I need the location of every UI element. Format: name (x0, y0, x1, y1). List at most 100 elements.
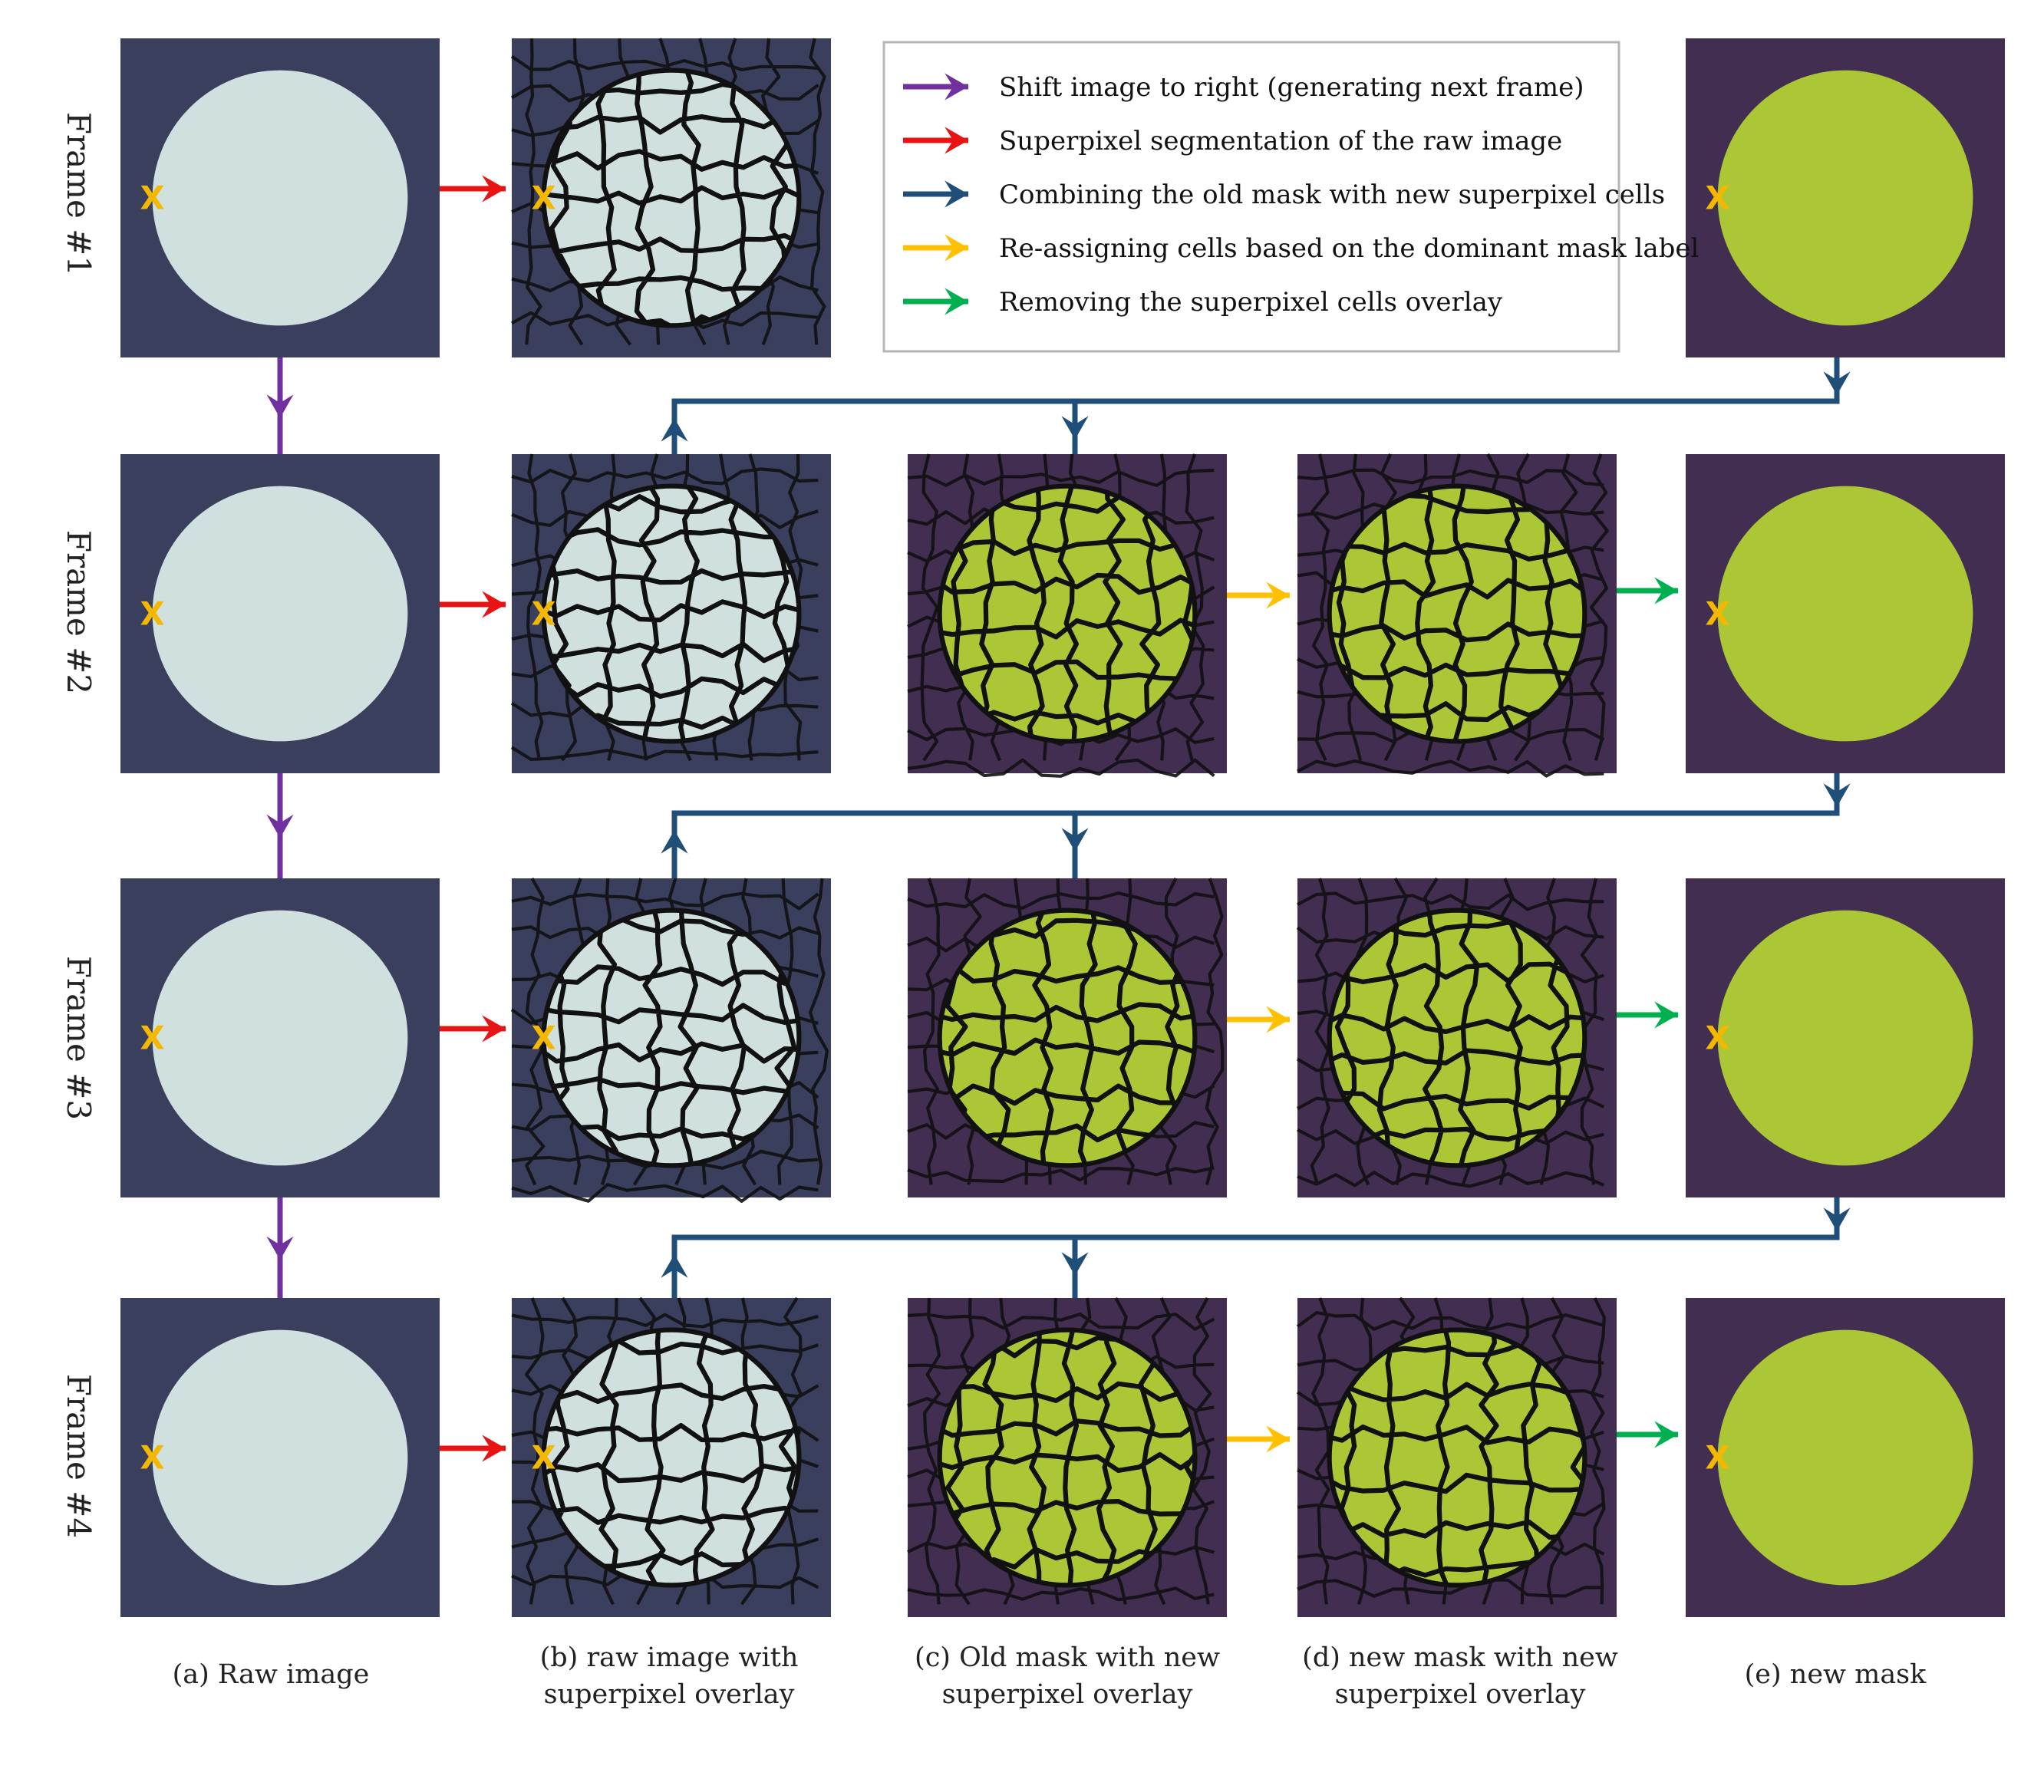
frame2-superpixel-overlay-disc-cells (543, 486, 799, 742)
frame3-raw-image: X (120, 878, 440, 1197)
legend-entry-3: Combining the old mask with new superpix… (903, 180, 1665, 210)
navy-head-up-overlay (661, 1254, 688, 1278)
frame3-old-mask-overlay (907, 878, 1227, 1197)
frame3-new-mask: X (1686, 878, 2005, 1197)
frame4-superpixel-overlay-disc-cells (543, 1329, 799, 1586)
frame2-superpixel-overlay-disc-outline (541, 483, 802, 744)
frame1-superpixel-overlay-disc-outline (541, 68, 802, 328)
purple-arrow-2 (266, 773, 294, 878)
navy-head-down-old-mask (1061, 828, 1089, 852)
frame3-superpixel-overlay: X (510, 877, 831, 1203)
caption-c-line2: superpixel overlay (942, 1679, 1193, 1710)
caption-b-line1: (b) raw image with (540, 1642, 799, 1673)
x-marker: X (140, 595, 165, 633)
green-arrow-frame4-head (1654, 1421, 1678, 1448)
frame4-old-mask-overlay-disc-outline (937, 1327, 1198, 1588)
caption-d-line1: (d) new mask with new (1302, 1642, 1618, 1673)
frame2-superpixel-overlay: X (510, 453, 831, 773)
purple-arrow-1-head (266, 394, 294, 418)
green-arrow-frame3-head (1654, 1001, 1678, 1029)
red-arrow-frame2 (440, 591, 506, 618)
frame1-raw-image: X (120, 38, 440, 357)
frame3-superpixel-overlay-disc-outline (541, 908, 802, 1168)
frame2-raw-image-disc (152, 486, 408, 742)
green-arrow-frame2 (1617, 577, 1678, 604)
x-marker: X (532, 1439, 556, 1477)
frame4-superpixel-overlay: X (511, 1296, 831, 1617)
red-arrow-frame2-head (482, 591, 506, 618)
frame1-raw-image-disc (152, 70, 408, 326)
navy-combine-connector-2 (661, 773, 1851, 878)
navy-combine-connector-1 (661, 357, 1851, 454)
frame4-old-mask-overlay (907, 1297, 1227, 1617)
legend: Shift image to right (generating next fr… (882, 41, 1699, 353)
frame3-old-mask-overlay-disc-cells (939, 910, 1195, 1166)
yellow-arrow-frame3 (1227, 1006, 1290, 1033)
column-captions: (a) Raw image (b) raw image with superpi… (173, 1642, 1927, 1710)
frame1-new-mask-disc (1717, 70, 1973, 326)
x-marker: X (1706, 1439, 1730, 1477)
frame2-new-mask-disc (1717, 486, 1973, 742)
purple-arrow-2-head (266, 814, 294, 838)
x-marker: X (140, 180, 165, 217)
red-arrow-frame4 (440, 1435, 506, 1462)
navy-head-down-old-mask (1061, 416, 1089, 440)
red-arrow-frame3 (440, 1015, 506, 1043)
x-marker: X (532, 595, 556, 633)
legend-entry-5: Removing the superpixel cells overlay (903, 287, 1503, 318)
yellow-arrow-frame4 (1227, 1425, 1290, 1453)
red-arrow-frame4-head (482, 1435, 506, 1462)
frame3-superpixel-overlay-disc-cells (543, 910, 799, 1166)
frame-label-1: Frame #1 (60, 112, 97, 276)
frame2-new-mask-overlay-disc-cells (1329, 486, 1585, 742)
caption-a: (a) Raw image (173, 1659, 370, 1690)
frame3-raw-image-disc (152, 910, 408, 1166)
legend-text: Removing the superpixel cells overlay (999, 287, 1503, 318)
navy-combine-connector-3 (661, 1197, 1851, 1298)
red-arrow-frame3-head (482, 1015, 506, 1043)
frame4-new-mask-disc (1717, 1329, 1973, 1586)
frame2-old-mask-overlay (907, 453, 1227, 778)
legend-swatch-arrow-icon (945, 73, 968, 100)
legend-swatch-arrow-icon (945, 180, 968, 208)
x-marker: X (1706, 595, 1730, 633)
frame4-new-mask-overlay-disc-cells (1329, 1329, 1585, 1586)
frame3-new-mask-overlay-disc-cells (1329, 910, 1585, 1166)
x-marker: X (140, 1020, 165, 1057)
navy-head-down-mask (1823, 1207, 1851, 1231)
legend-text: Re-assigning cells based on the dominant… (999, 233, 1699, 264)
frame3-old-mask-overlay-disc-outline (937, 908, 1198, 1168)
caption-e: (e) new mask (1745, 1659, 1927, 1690)
purple-arrow-3-head (266, 1236, 294, 1260)
navy-head-up-overlay (661, 418, 688, 442)
frame4-raw-image: X (120, 1298, 440, 1617)
frame1-superpixel-overlay: X (510, 38, 831, 357)
red-arrow-frame1-head (482, 175, 506, 203)
frame3-new-mask-disc (1717, 910, 1973, 1166)
frame1-superpixel-overlay-disc-cells (543, 70, 799, 326)
frame2-old-mask-overlay-disc-outline (937, 483, 1198, 744)
green-arrow-frame3 (1617, 1001, 1678, 1029)
frame4-new-mask-overlay (1296, 1296, 1617, 1617)
x-marker: X (1706, 1020, 1730, 1057)
legend-text: Combining the old mask with new superpix… (999, 180, 1665, 210)
frame-labels: Frame #1 Frame #2 Frame #3 Frame #4 (60, 112, 97, 1538)
panel-grid: X X X X X X X X X X X X (120, 38, 2005, 1617)
frame2-new-mask-overlay (1297, 453, 1617, 778)
navy-head-down-mask (1823, 783, 1851, 807)
frame3-new-mask-overlay (1296, 877, 1617, 1197)
legend-text: Superpixel segmentation of the raw image (999, 126, 1562, 156)
legend-entry-1: Shift image to right (generating next fr… (903, 72, 1584, 103)
yellow-arrow-frame4-head (1266, 1425, 1290, 1453)
legend-swatch-arrow-icon (945, 127, 968, 154)
frame2-new-mask: X (1686, 454, 2005, 773)
x-marker: X (532, 180, 556, 217)
legend-swatch-arrow-icon (945, 234, 968, 262)
caption-c-line1: (c) Old mask with new (915, 1642, 1220, 1673)
yellow-arrow-frame3-head (1266, 1006, 1290, 1033)
frame2-old-mask-overlay-disc-cells (939, 486, 1195, 742)
legend-box (882, 41, 1620, 353)
legend-entry-2: Superpixel segmentation of the raw image (903, 126, 1562, 156)
yellow-arrow-frame2 (1227, 581, 1290, 609)
